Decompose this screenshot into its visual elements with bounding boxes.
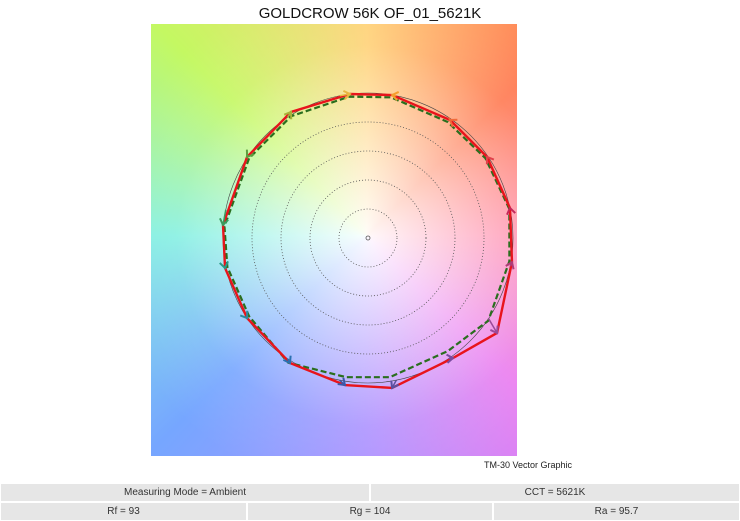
grid-circle bbox=[280, 150, 456, 326]
vector-arrow-head bbox=[219, 217, 229, 227]
vector-arrow-head bbox=[337, 377, 347, 387]
grid-circle bbox=[251, 121, 485, 355]
vector-arrow-head bbox=[485, 155, 495, 165]
vector-arrow-head bbox=[446, 353, 455, 364]
hue-background-center bbox=[151, 24, 517, 456]
vector-arrow-head bbox=[390, 91, 400, 101]
vector-arrow-head bbox=[390, 380, 400, 390]
rg-cell: Rg = 104 bbox=[247, 502, 493, 521]
measuring-mode-cell: Measuring Mode = Ambient bbox=[0, 483, 370, 502]
vector-arrow-head bbox=[448, 118, 458, 128]
chart-caption: TM-30 Vector Graphic bbox=[484, 460, 573, 470]
center-marker bbox=[365, 235, 371, 241]
vector-graphic-svg bbox=[219, 89, 516, 390]
rf-cell: Rf = 93 bbox=[0, 502, 247, 521]
vector-arrow-head bbox=[219, 260, 229, 270]
vector-arrow-head bbox=[283, 110, 293, 120]
test-series-line bbox=[221, 92, 514, 390]
vector-arrow-shaft bbox=[487, 318, 498, 334]
dashed-series-line bbox=[223, 95, 511, 379]
cct-cell: CCT = 5621K bbox=[370, 483, 740, 502]
grid-circle bbox=[309, 179, 427, 297]
vector-arrow-head bbox=[245, 149, 255, 159]
chart-title: GOLDCROW 56K OF_01_5621K bbox=[258, 5, 482, 22]
vector-arrow-head bbox=[489, 325, 499, 335]
vector-arrow-head bbox=[282, 355, 292, 365]
info-row-2: Rf = 93 Rg = 104 Ra = 95.7 bbox=[0, 502, 740, 521]
ra-cell: Ra = 95.7 bbox=[493, 502, 740, 521]
vector-arrow-head bbox=[506, 206, 516, 216]
vector-arrow-head bbox=[239, 310, 249, 320]
vector-arrow-head bbox=[505, 260, 515, 270]
vector-graphic-plot bbox=[151, 24, 517, 456]
vector-arrow-head bbox=[342, 89, 352, 100]
vector-arrow-shaft bbox=[222, 209, 227, 226]
grid-circle bbox=[338, 208, 398, 268]
info-row-1: Measuring Mode = Ambient CCT = 5621K bbox=[0, 483, 740, 502]
